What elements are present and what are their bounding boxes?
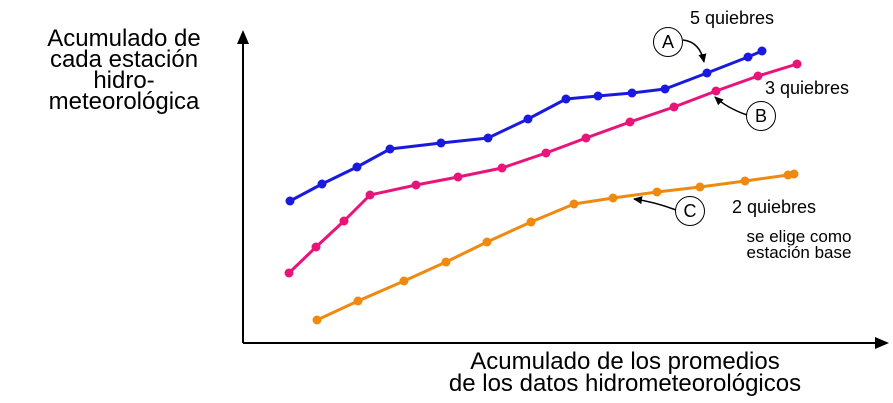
arrow-c xyxy=(633,196,677,211)
arrow-b xyxy=(714,96,748,116)
series-b-point xyxy=(581,133,591,143)
series-a-point xyxy=(385,144,395,154)
series-b-breaks-label: 3 quiebres xyxy=(765,78,850,98)
base-station-note-line: estación base xyxy=(746,243,852,262)
x-axis-label-line: de los datos hidrometeorológicos xyxy=(448,370,802,397)
series-a-point xyxy=(483,133,493,143)
series-c-point xyxy=(441,257,451,267)
series-b-point xyxy=(669,102,679,112)
series-b-point xyxy=(497,163,507,173)
series-a-point xyxy=(523,114,533,124)
series-b-point xyxy=(339,216,349,226)
series-a-point xyxy=(627,88,637,98)
x-axis-label-line: Acumulado de los promedios xyxy=(470,348,780,375)
series-c-point xyxy=(652,187,662,197)
series-b-point xyxy=(541,148,551,158)
series-c-point xyxy=(789,169,799,179)
y-axis-label: Acumulado de cada estación hidro- meteor… xyxy=(4,25,244,115)
series-b-point xyxy=(284,268,294,278)
series-a-breaks-label: 5 quiebres xyxy=(690,8,775,28)
series-a-point xyxy=(561,94,571,104)
series-c-marker: C xyxy=(675,196,705,226)
series-b-point xyxy=(453,172,463,182)
x-axis-arrowhead xyxy=(875,337,889,349)
series-a-point xyxy=(660,84,670,94)
series-c-point xyxy=(695,182,705,192)
series-c-breaks-label: 2 quiebres xyxy=(732,197,817,217)
series-c-point xyxy=(312,315,322,325)
x-axis-label: Acumulado de los promedios de los datos … xyxy=(375,348,875,397)
series-b-marker: B xyxy=(746,101,776,131)
y-axis-label-line: meteorológica xyxy=(48,88,200,115)
arrow-a xyxy=(682,39,707,63)
series-b-point xyxy=(411,180,421,190)
series-layer xyxy=(284,46,802,325)
y-axis-label-line: cada estación xyxy=(49,46,199,73)
series-a-point xyxy=(702,68,712,78)
series-b-point xyxy=(753,71,763,81)
series-c-point xyxy=(608,193,618,203)
series-c-point xyxy=(569,199,579,209)
base-station-note: se elige como estación base xyxy=(719,227,879,262)
series-a-point xyxy=(757,46,767,56)
series-a-point xyxy=(352,162,362,172)
y-axis-label-line: hidro- xyxy=(93,67,155,94)
series-a-point xyxy=(743,52,753,62)
series-c-point xyxy=(353,296,363,306)
series-a-marker: A xyxy=(653,27,683,57)
y-axis-label-line: Acumulado de xyxy=(47,25,201,52)
series-a-point xyxy=(436,138,446,148)
series-a-point xyxy=(285,196,295,206)
series-c-point xyxy=(740,176,750,186)
series-a-line xyxy=(289,49,763,203)
series-c-point xyxy=(399,276,409,286)
series-c-point xyxy=(526,217,536,227)
series-b-line xyxy=(287,62,798,275)
series-c-point xyxy=(482,237,492,247)
series-a-point xyxy=(317,179,327,189)
series-b-point xyxy=(311,242,321,252)
y-axis-arrowhead xyxy=(237,30,249,44)
series-b-point xyxy=(365,190,375,200)
series-a-point xyxy=(593,91,603,101)
series-b-point xyxy=(625,117,635,127)
series-b-point xyxy=(792,59,802,69)
series-b-point xyxy=(711,86,721,96)
base-station-note-line: se elige como xyxy=(746,227,852,246)
